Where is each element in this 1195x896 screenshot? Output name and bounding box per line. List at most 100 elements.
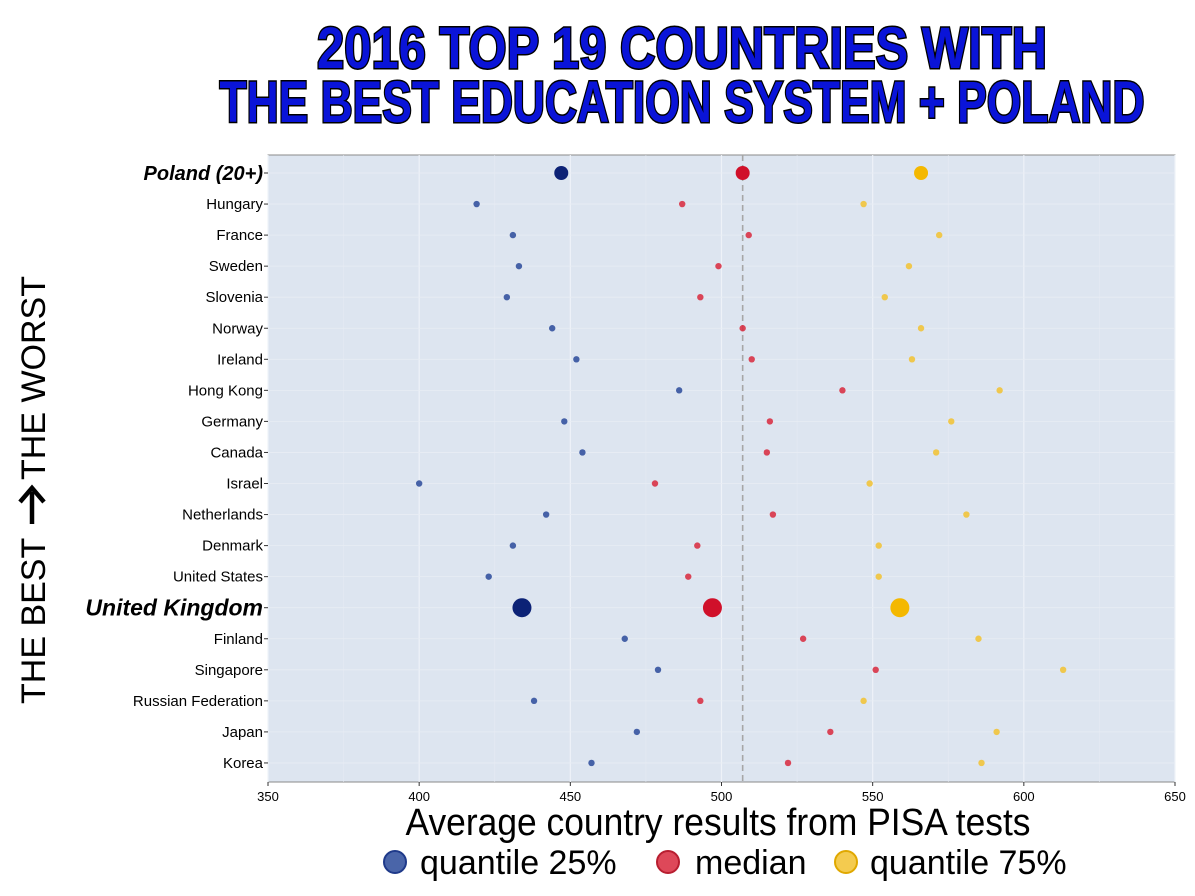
point-q25-9 bbox=[579, 449, 586, 456]
point-q75-8 bbox=[948, 418, 955, 425]
point-median-15 bbox=[799, 635, 807, 642]
x-tick-label-6: 650 bbox=[1164, 789, 1186, 804]
point-q75-1 bbox=[860, 200, 867, 208]
point-median-12 bbox=[694, 542, 701, 549]
point-q75-11 bbox=[963, 511, 970, 518]
country-label-6: Ireland bbox=[217, 351, 263, 368]
country-label-12: Denmark bbox=[202, 538, 263, 555]
point-median-9 bbox=[763, 449, 771, 456]
point-q25-10 bbox=[415, 480, 423, 487]
arrow-head-icon bbox=[18, 484, 46, 504]
country-label-0: Poland (20+) bbox=[144, 163, 264, 185]
point-median-5 bbox=[739, 325, 746, 332]
point-q75-16 bbox=[1059, 666, 1067, 673]
legend-marker-q25 bbox=[383, 850, 407, 874]
point-q25-18 bbox=[633, 728, 641, 736]
country-labels: Poland (20+) Hungary France Sweden Slovenia N… bbox=[85, 163, 268, 772]
country-label-1: Hungary bbox=[206, 196, 263, 213]
country-label-7: Hong Kong bbox=[188, 382, 263, 399]
x-tick-label-2: 450 bbox=[559, 789, 581, 804]
point-q75-5 bbox=[917, 325, 925, 332]
country-label-3: Sweden bbox=[209, 258, 263, 275]
point-median-0 bbox=[735, 166, 750, 180]
x-tick-label-1: 400 bbox=[408, 789, 430, 804]
point-q25-1 bbox=[473, 200, 480, 208]
point-q25-8 bbox=[561, 418, 568, 425]
x-tick-label-5: 600 bbox=[1013, 789, 1035, 804]
legend-label-q75: quantile 75% bbox=[870, 844, 1067, 882]
x-tick-label-4: 550 bbox=[862, 789, 884, 804]
legend-marker-q75 bbox=[834, 850, 858, 874]
point-q75-10 bbox=[866, 480, 873, 487]
point-q75-3 bbox=[905, 262, 913, 270]
country-label-19: Korea bbox=[223, 755, 264, 772]
point-q75-19 bbox=[978, 759, 985, 767]
point-q25-19 bbox=[588, 759, 595, 767]
point-median-4 bbox=[697, 294, 704, 301]
ylabel-best: THE BEST bbox=[15, 538, 53, 704]
point-q75-12 bbox=[875, 542, 882, 549]
point-q75-4 bbox=[881, 294, 888, 301]
data-points bbox=[415, 166, 1067, 767]
point-median-13 bbox=[685, 573, 692, 580]
country-label-5: Norway bbox=[212, 320, 263, 337]
legend-marker-median bbox=[656, 850, 680, 874]
country-label-9: Canada bbox=[210, 444, 263, 461]
point-q25-12 bbox=[509, 542, 517, 549]
title-line-2: THE BEST EDUCATION SYSTEM + POLAND bbox=[220, 70, 1145, 135]
point-q75-17 bbox=[860, 697, 867, 705]
country-label-2: France bbox=[216, 227, 263, 244]
point-q75-7 bbox=[996, 387, 1003, 394]
point-q25-14 bbox=[512, 598, 532, 618]
country-label-14: United Kingdom bbox=[85, 595, 263, 621]
point-median-11 bbox=[769, 511, 777, 518]
point-median-6 bbox=[748, 356, 755, 363]
point-q75-2 bbox=[935, 231, 943, 239]
x-axis-label: Average country results from PISA tests bbox=[406, 802, 1031, 844]
point-q75-15 bbox=[975, 635, 982, 642]
point-median-10 bbox=[651, 480, 659, 487]
point-q75-0 bbox=[914, 166, 929, 180]
country-label-17: Russian Federation bbox=[133, 693, 263, 710]
point-q75-18 bbox=[993, 728, 1000, 736]
x-tick-label-3: 500 bbox=[711, 789, 733, 804]
point-median-16 bbox=[872, 666, 879, 673]
legend: quantile 25% median quantile 75% bbox=[383, 844, 1067, 882]
point-median-1 bbox=[678, 200, 686, 208]
legend-label-q25: quantile 25% bbox=[420, 844, 617, 882]
point-q25-2 bbox=[509, 231, 517, 239]
point-q25-15 bbox=[621, 635, 628, 642]
point-q25-11 bbox=[542, 511, 550, 518]
title-line-1: 2016 TOP 19 COUNTRIES WITH bbox=[317, 16, 1047, 81]
country-label-13: United States bbox=[173, 569, 263, 586]
point-median-14 bbox=[702, 598, 722, 618]
x-axis-ticks: 350 400 450 500 550 600 650 bbox=[257, 782, 1186, 804]
x-tick-label-0: 350 bbox=[257, 789, 279, 804]
legend-label-median: median bbox=[695, 844, 807, 882]
point-q25-5 bbox=[548, 325, 556, 332]
point-q25-17 bbox=[530, 697, 538, 705]
point-q75-13 bbox=[875, 573, 882, 580]
point-q25-13 bbox=[485, 573, 492, 580]
point-q25-6 bbox=[573, 356, 580, 363]
point-q75-14 bbox=[890, 598, 910, 618]
y-axis-label: THE BEST THE WORST bbox=[15, 276, 53, 704]
point-median-3 bbox=[715, 262, 722, 270]
point-q25-7 bbox=[675, 387, 683, 394]
country-label-11: Netherlands bbox=[182, 507, 263, 524]
point-median-2 bbox=[745, 231, 752, 239]
point-median-8 bbox=[766, 418, 774, 425]
point-median-7 bbox=[839, 387, 846, 394]
country-label-8: Germany bbox=[201, 413, 263, 430]
point-median-17 bbox=[697, 697, 704, 705]
country-label-4: Slovenia bbox=[205, 289, 263, 306]
point-q25-16 bbox=[654, 666, 662, 673]
point-q25-3 bbox=[515, 262, 523, 270]
point-median-19 bbox=[784, 759, 792, 767]
country-label-16: Singapore bbox=[195, 662, 263, 679]
country-label-10: Israel bbox=[226, 476, 263, 493]
point-q25-4 bbox=[503, 294, 511, 301]
point-q75-6 bbox=[908, 356, 916, 363]
